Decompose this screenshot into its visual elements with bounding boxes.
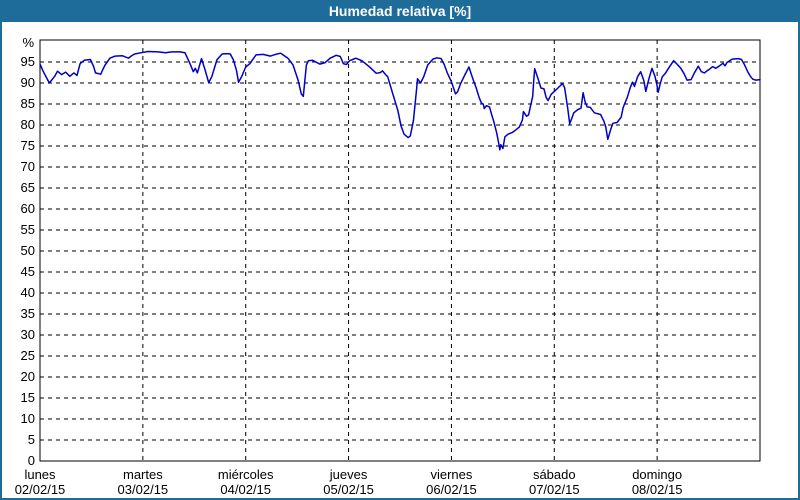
y-axis-tick-label: 45	[21, 264, 35, 279]
y-axis-unit-label: %	[22, 35, 34, 50]
y-axis-tick-label: 30	[21, 327, 35, 342]
y-axis-tick-label: 85	[21, 96, 35, 111]
y-axis-tick-label: 55	[21, 222, 35, 237]
x-axis-day-label: jueves	[329, 467, 368, 482]
x-axis-date-label: 04/02/15	[220, 482, 271, 497]
y-axis-tick-label: 95	[21, 54, 35, 69]
humidity-line	[39, 50, 761, 151]
title-bar: Humedad relativa [%]	[0, 0, 800, 22]
x-axis-day-label: martes	[123, 467, 163, 482]
x-axis-date-label: 05/02/15	[323, 482, 374, 497]
y-axis-tick-label: 25	[21, 348, 35, 363]
y-axis-tick-label: 10	[21, 411, 35, 426]
y-axis-tick-label: 5	[28, 432, 35, 447]
y-axis-tick-label: 15	[21, 390, 35, 405]
y-axis-tick-label: 50	[21, 243, 35, 258]
y-axis-tick-label: 0	[28, 453, 35, 468]
y-axis-tick-label: 35	[21, 306, 35, 321]
x-axis-day-label: viernes	[430, 467, 472, 482]
x-axis-date-label: 07/02/15	[529, 482, 580, 497]
x-axis-day-label: miércoles	[218, 467, 274, 482]
y-axis-tick-label: 65	[21, 180, 35, 195]
x-axis-day-label: sábado	[533, 467, 576, 482]
plot-frame	[39, 39, 761, 462]
x-axis-date-label: 06/02/15	[426, 482, 477, 497]
y-axis-tick-label: 75	[21, 138, 35, 153]
y-axis-tick-label: 40	[21, 285, 35, 300]
x-axis-date-label: 08/02/15	[632, 482, 683, 497]
x-axis-date-label: 02/02/15	[15, 482, 66, 497]
chart-title: Humedad relativa [%]	[328, 3, 472, 19]
x-axis-date-label: 03/02/15	[118, 482, 169, 497]
x-axis-day-label: domingo	[632, 467, 682, 482]
y-axis-tick-label: 20	[21, 369, 35, 384]
y-axis-tick-label: 70	[21, 159, 35, 174]
x-axis-day-label: lunes	[24, 467, 56, 482]
y-axis-tick-label: 60	[21, 201, 35, 216]
y-axis-tick-label: 80	[21, 117, 35, 132]
y-axis-tick-label: 90	[21, 75, 35, 90]
